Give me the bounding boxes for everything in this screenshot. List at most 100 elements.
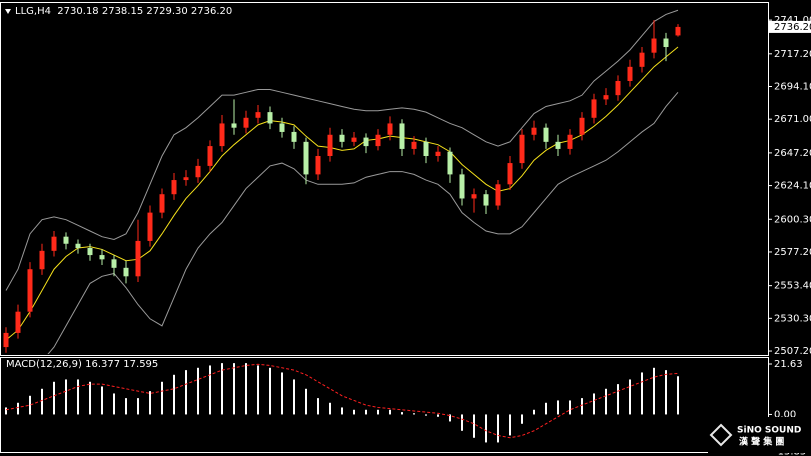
candle-body bbox=[603, 95, 609, 100]
candle-body bbox=[111, 259, 117, 268]
y-tick-label: 2553.40 bbox=[774, 281, 811, 292]
watermark-line1: SiNO SOUND bbox=[737, 426, 801, 436]
candle-body bbox=[363, 137, 369, 147]
candle-body bbox=[207, 146, 213, 166]
watermark: SiNO SOUND 漢 聲 集 團 bbox=[708, 417, 808, 453]
macd-bar bbox=[677, 376, 679, 415]
candle-body bbox=[3, 332, 9, 348]
candle-body bbox=[183, 177, 189, 181]
candle-body bbox=[339, 134, 345, 142]
macd-frame bbox=[0, 357, 769, 453]
candle-body bbox=[531, 127, 537, 135]
macd-bar bbox=[473, 414, 475, 438]
candle-body bbox=[507, 163, 513, 185]
candle-body bbox=[663, 38, 669, 48]
macd-bar bbox=[617, 384, 619, 415]
macd-bar bbox=[5, 407, 7, 415]
macd-bar bbox=[461, 414, 463, 431]
macd-bar bbox=[449, 414, 451, 422]
macd-bar bbox=[221, 363, 223, 415]
macd-bar bbox=[605, 388, 607, 415]
candle-body bbox=[519, 134, 525, 164]
macd-bar bbox=[317, 398, 319, 415]
macd-bar bbox=[137, 398, 139, 415]
macd-bar bbox=[353, 409, 355, 415]
candle-body bbox=[147, 212, 153, 241]
candle-body bbox=[411, 141, 417, 149]
candle-body bbox=[75, 243, 81, 248]
macd-bar bbox=[77, 379, 79, 415]
candle-body bbox=[171, 180, 177, 195]
y-tick-label: 2507.20 bbox=[774, 346, 811, 357]
last-price-box bbox=[769, 20, 811, 33]
candle-body bbox=[639, 52, 645, 67]
candle-body bbox=[435, 151, 441, 157]
menu-triangle[interactable] bbox=[5, 9, 11, 14]
candle-body bbox=[591, 99, 597, 118]
candle-body bbox=[15, 311, 21, 333]
macd-bar bbox=[17, 402, 19, 415]
macd-bar bbox=[293, 379, 295, 415]
candle-body bbox=[579, 117, 585, 135]
candle-body bbox=[471, 194, 477, 199]
macd-bar bbox=[89, 381, 91, 415]
macd-bar bbox=[641, 372, 643, 415]
macd-bar bbox=[161, 381, 163, 415]
macd-bar bbox=[545, 402, 547, 415]
candle-body bbox=[231, 123, 237, 128]
candle-body bbox=[87, 247, 93, 256]
main-plot bbox=[3, 9, 681, 354]
macd-bar bbox=[41, 388, 43, 415]
y-tick-label: 2741.00 bbox=[774, 15, 811, 26]
y-tick-label: 2577.20 bbox=[774, 247, 811, 258]
y-tick-label: 2647.20 bbox=[774, 148, 811, 159]
candle-body bbox=[243, 117, 249, 128]
candle-body bbox=[627, 66, 633, 81]
candle-body bbox=[459, 174, 465, 199]
y-tick-label: 2530.30 bbox=[774, 313, 811, 324]
macd-bar bbox=[629, 379, 631, 415]
macd-bar bbox=[173, 374, 175, 415]
candle-body bbox=[375, 134, 381, 147]
macd-bar bbox=[377, 409, 379, 415]
candle-body bbox=[63, 236, 69, 244]
macd-bar bbox=[485, 414, 487, 443]
y-tick-label: 2600.30 bbox=[774, 214, 811, 225]
candle-body bbox=[651, 38, 657, 53]
macd-bar bbox=[509, 414, 511, 436]
candle-body bbox=[423, 141, 429, 157]
candle-body bbox=[543, 127, 549, 142]
macd-bar bbox=[305, 388, 307, 415]
watermark-line2: 漢 聲 集 團 bbox=[739, 436, 784, 448]
y-tick-label: 21.63 bbox=[774, 359, 803, 370]
macd-bar bbox=[533, 409, 535, 415]
candle-body bbox=[27, 269, 33, 312]
signal-line bbox=[5, 363, 679, 439]
macd-bar bbox=[149, 391, 151, 415]
macd-bar bbox=[53, 381, 55, 415]
macd-bar bbox=[341, 407, 343, 415]
macd-bar bbox=[209, 365, 211, 415]
header: LLG,H4 2730.18 2738.15 2729.30 2736.20 bbox=[15, 6, 232, 17]
macd-bar bbox=[497, 414, 499, 443]
indicator-line bbox=[5, 9, 679, 291]
macd-bar bbox=[413, 413, 415, 415]
candle-body bbox=[675, 26, 681, 36]
macd-bar bbox=[437, 414, 439, 417]
candle-body bbox=[615, 80, 621, 96]
macd-bar bbox=[581, 398, 583, 415]
watermark-icon bbox=[709, 423, 733, 447]
candle-body bbox=[351, 137, 357, 142]
candle-body bbox=[123, 267, 129, 277]
y-tick-label: 0.00 bbox=[774, 409, 796, 420]
macd-bar bbox=[665, 370, 667, 415]
candle-body bbox=[195, 165, 201, 178]
macd-bar bbox=[521, 414, 523, 424]
y-tick-label: 2694.10 bbox=[774, 82, 811, 93]
candle-body bbox=[315, 156, 321, 175]
macd-bar bbox=[329, 402, 331, 415]
macd-bar bbox=[257, 365, 259, 415]
candle-body bbox=[99, 255, 105, 260]
candle-body bbox=[291, 131, 297, 142]
